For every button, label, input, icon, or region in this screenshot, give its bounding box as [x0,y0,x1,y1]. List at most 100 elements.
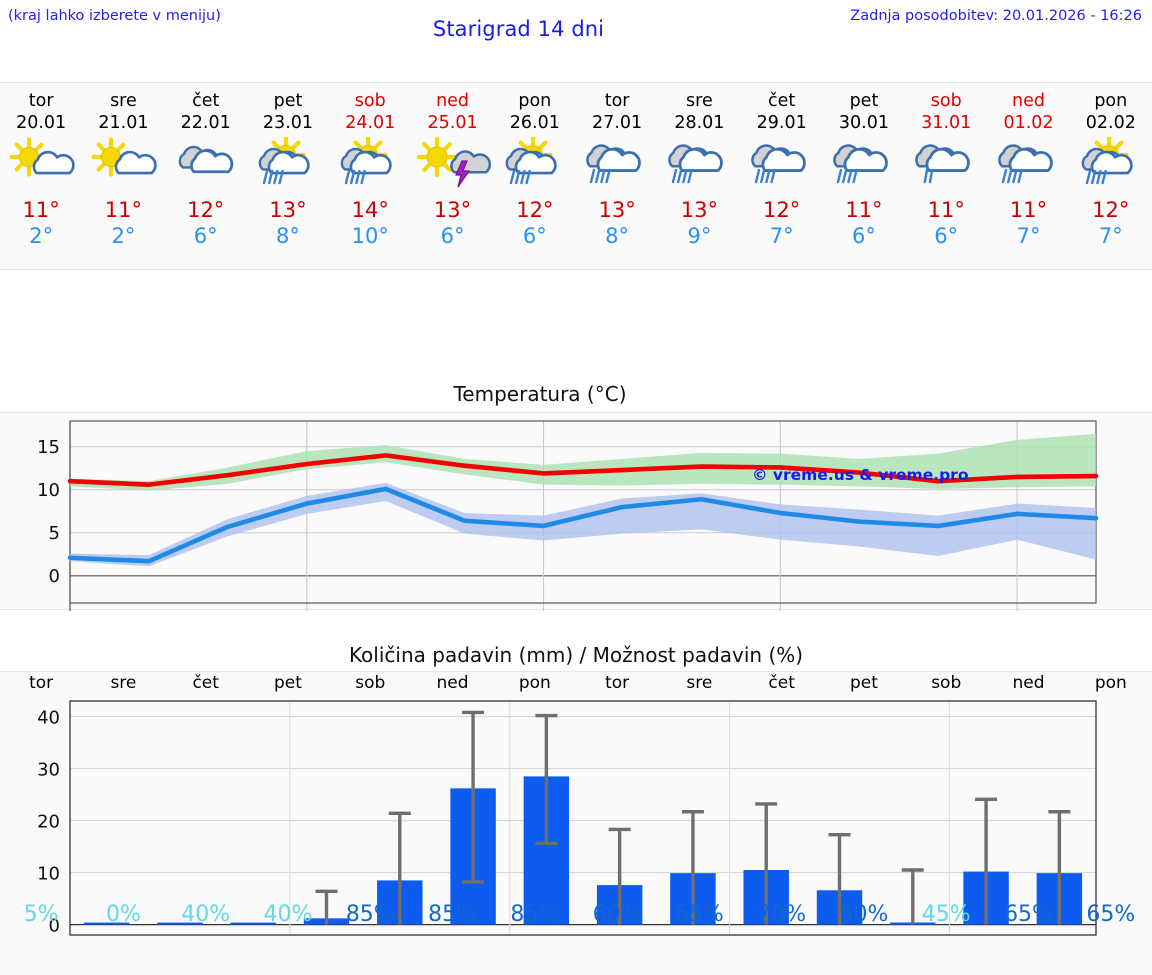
temp-max: 13° [433,198,472,222]
forecast-day-column[interactable]: tor 27.01 13° 8° [576,83,658,269]
svg-text:30: 30 [37,760,60,781]
day-name: ned [436,91,470,111]
temp-min: 7° [769,224,794,248]
temp-max: 13° [598,198,636,222]
precip-probability-label: 85% [345,902,395,927]
precip-day-label: čet [192,673,219,693]
precip-probability-label: 5% [23,902,59,927]
forecast-day-column[interactable]: ned 01.02 11° 7° [987,83,1069,269]
day-name: sob [354,91,386,111]
forecast-day-column[interactable]: čet 29.01 12° 7° [741,83,823,269]
day-name: ned [1012,91,1045,111]
temp-min: 6° [852,224,876,248]
precip-day-label: sob [931,673,962,693]
precip-day-label: pet [849,673,878,693]
precip-day-label: sre [686,673,713,693]
temp-min: 9° [687,224,712,248]
day-name: pet [273,91,303,111]
forecast-day-column[interactable]: pon 02.02 12° 7° [1070,83,1152,269]
precip-bar [157,922,203,925]
precip-day-label: pet [274,673,302,693]
temp-max: 13° [269,198,307,222]
precip-probability-label: 40% [181,902,231,927]
day-date: 28.01 [674,113,725,133]
forecast-day-column[interactable]: sre 28.01 13° 9° [658,83,740,269]
watermark-label: © vreme.us & vreme.pro [752,466,969,484]
day-name: tor [604,91,630,111]
temperature-chart-title: Temperatura (°C) [453,382,627,406]
day-name: čet [768,91,796,111]
precip-probability-label: 60% [592,902,642,927]
temp-max: 11° [927,198,965,222]
cloud-rain-icon [661,137,737,193]
forecast-day-column[interactable]: sob 31.01 11° 6° [905,83,987,269]
temp-max: 11° [104,198,143,222]
forecast-day-column[interactable]: tor 20.01 11° 2° [0,83,82,269]
sun-cloud-icon [3,137,79,193]
temp-min: 6° [522,224,547,248]
temperature-plot-svg: 0 5 10 15 [37,420,1099,611]
precip-probability-label: 65% [674,902,724,927]
location-menu-note[interactable]: (kraj lahko izberete v meniju) [8,8,221,24]
day-date: 02.02 [1085,113,1136,133]
temp-min: 8° [276,224,300,248]
page-header: (kraj lahko izberete v meniju) Starigrad… [0,0,1152,48]
temp-max: 12° [187,198,225,222]
day-name: pon [518,91,552,111]
forecast-day-column[interactable]: pet 30.01 11° 6° [823,83,905,269]
svg-text:40: 40 [37,708,60,729]
day-name: čet [192,91,220,111]
precip-probability-label: 85% [428,902,477,927]
temp-max: 13° [680,198,718,222]
temp-max: 12° [763,198,801,222]
temp-min: 6° [440,224,465,248]
temp-min: 6° [934,224,959,248]
precip-day-label: ned [436,673,469,693]
forecast-day-column[interactable]: ned 25.01 13° 6° [411,83,493,269]
precip-probability-label: 85% [510,902,560,927]
svg-text:10: 10 [37,864,60,885]
temp-min: 8° [605,224,630,248]
cloud-drizzle-icon [908,137,984,193]
precip-probability-label: 70% [757,902,807,927]
temp-max: 11° [22,198,60,222]
precip-bar [230,922,276,925]
precipitation-probability-row: 5% 0% 40% 40% 85% 85% 85% 60% 65% 70% 50% 45% 65% 65% [0,895,1152,935]
sun-cloud-rain-icon [1073,137,1149,193]
sun-cloud-rain-icon [332,137,408,193]
temp-min: 2° [29,224,54,248]
temp-min: 6° [193,224,218,248]
temp-min: 10° [351,224,389,248]
day-date: 22.01 [180,113,231,133]
precip-day-label: sob [355,673,386,693]
precip-day-label: tor [29,673,54,693]
day-date: 25.01 [427,113,478,133]
precip-probability-label: 65% [1086,902,1136,927]
day-date: 26.01 [509,113,560,133]
day-date: 31.01 [921,113,972,133]
precip-day-label: ned [1012,673,1045,693]
precipitation-plot-svg: 0 10 20 30 40 [37,700,1097,937]
svg-text:5: 5 [49,523,60,544]
forecast-day-column[interactable]: čet 22.01 12° 6° [165,83,247,269]
forecast-day-column[interactable]: pet 23.01 13° 8° [247,83,329,269]
forecast-day-column[interactable]: pon 26.01 12° 6° [494,83,576,269]
precip-probability-label: 45% [921,902,971,927]
day-name: sre [686,91,713,111]
temp-max: 11° [845,198,883,222]
day-name: tor [28,91,54,111]
temp-max: 12° [1092,198,1130,222]
svg-text:20: 20 [37,812,60,833]
day-date: 30.01 [838,113,889,133]
day-date: 21.01 [98,113,149,133]
last-update-label: Zadnja posodobitev: 20.01.2026 - 16:26 [850,8,1142,24]
precip-day-label: čet [768,673,795,693]
forecast-day-column[interactable]: sob 24.01 14° 10° [329,83,411,269]
precip-day-label: pon [518,673,551,693]
cloud-rain-icon [744,137,820,193]
precip-probability-label: 65% [1004,902,1053,927]
temp-max: 12° [516,198,554,222]
forecast-day-column[interactable]: sre 21.01 11° 2° [82,83,164,269]
cloud-rain-icon [826,137,902,193]
day-date: 01.02 [1003,113,1054,133]
